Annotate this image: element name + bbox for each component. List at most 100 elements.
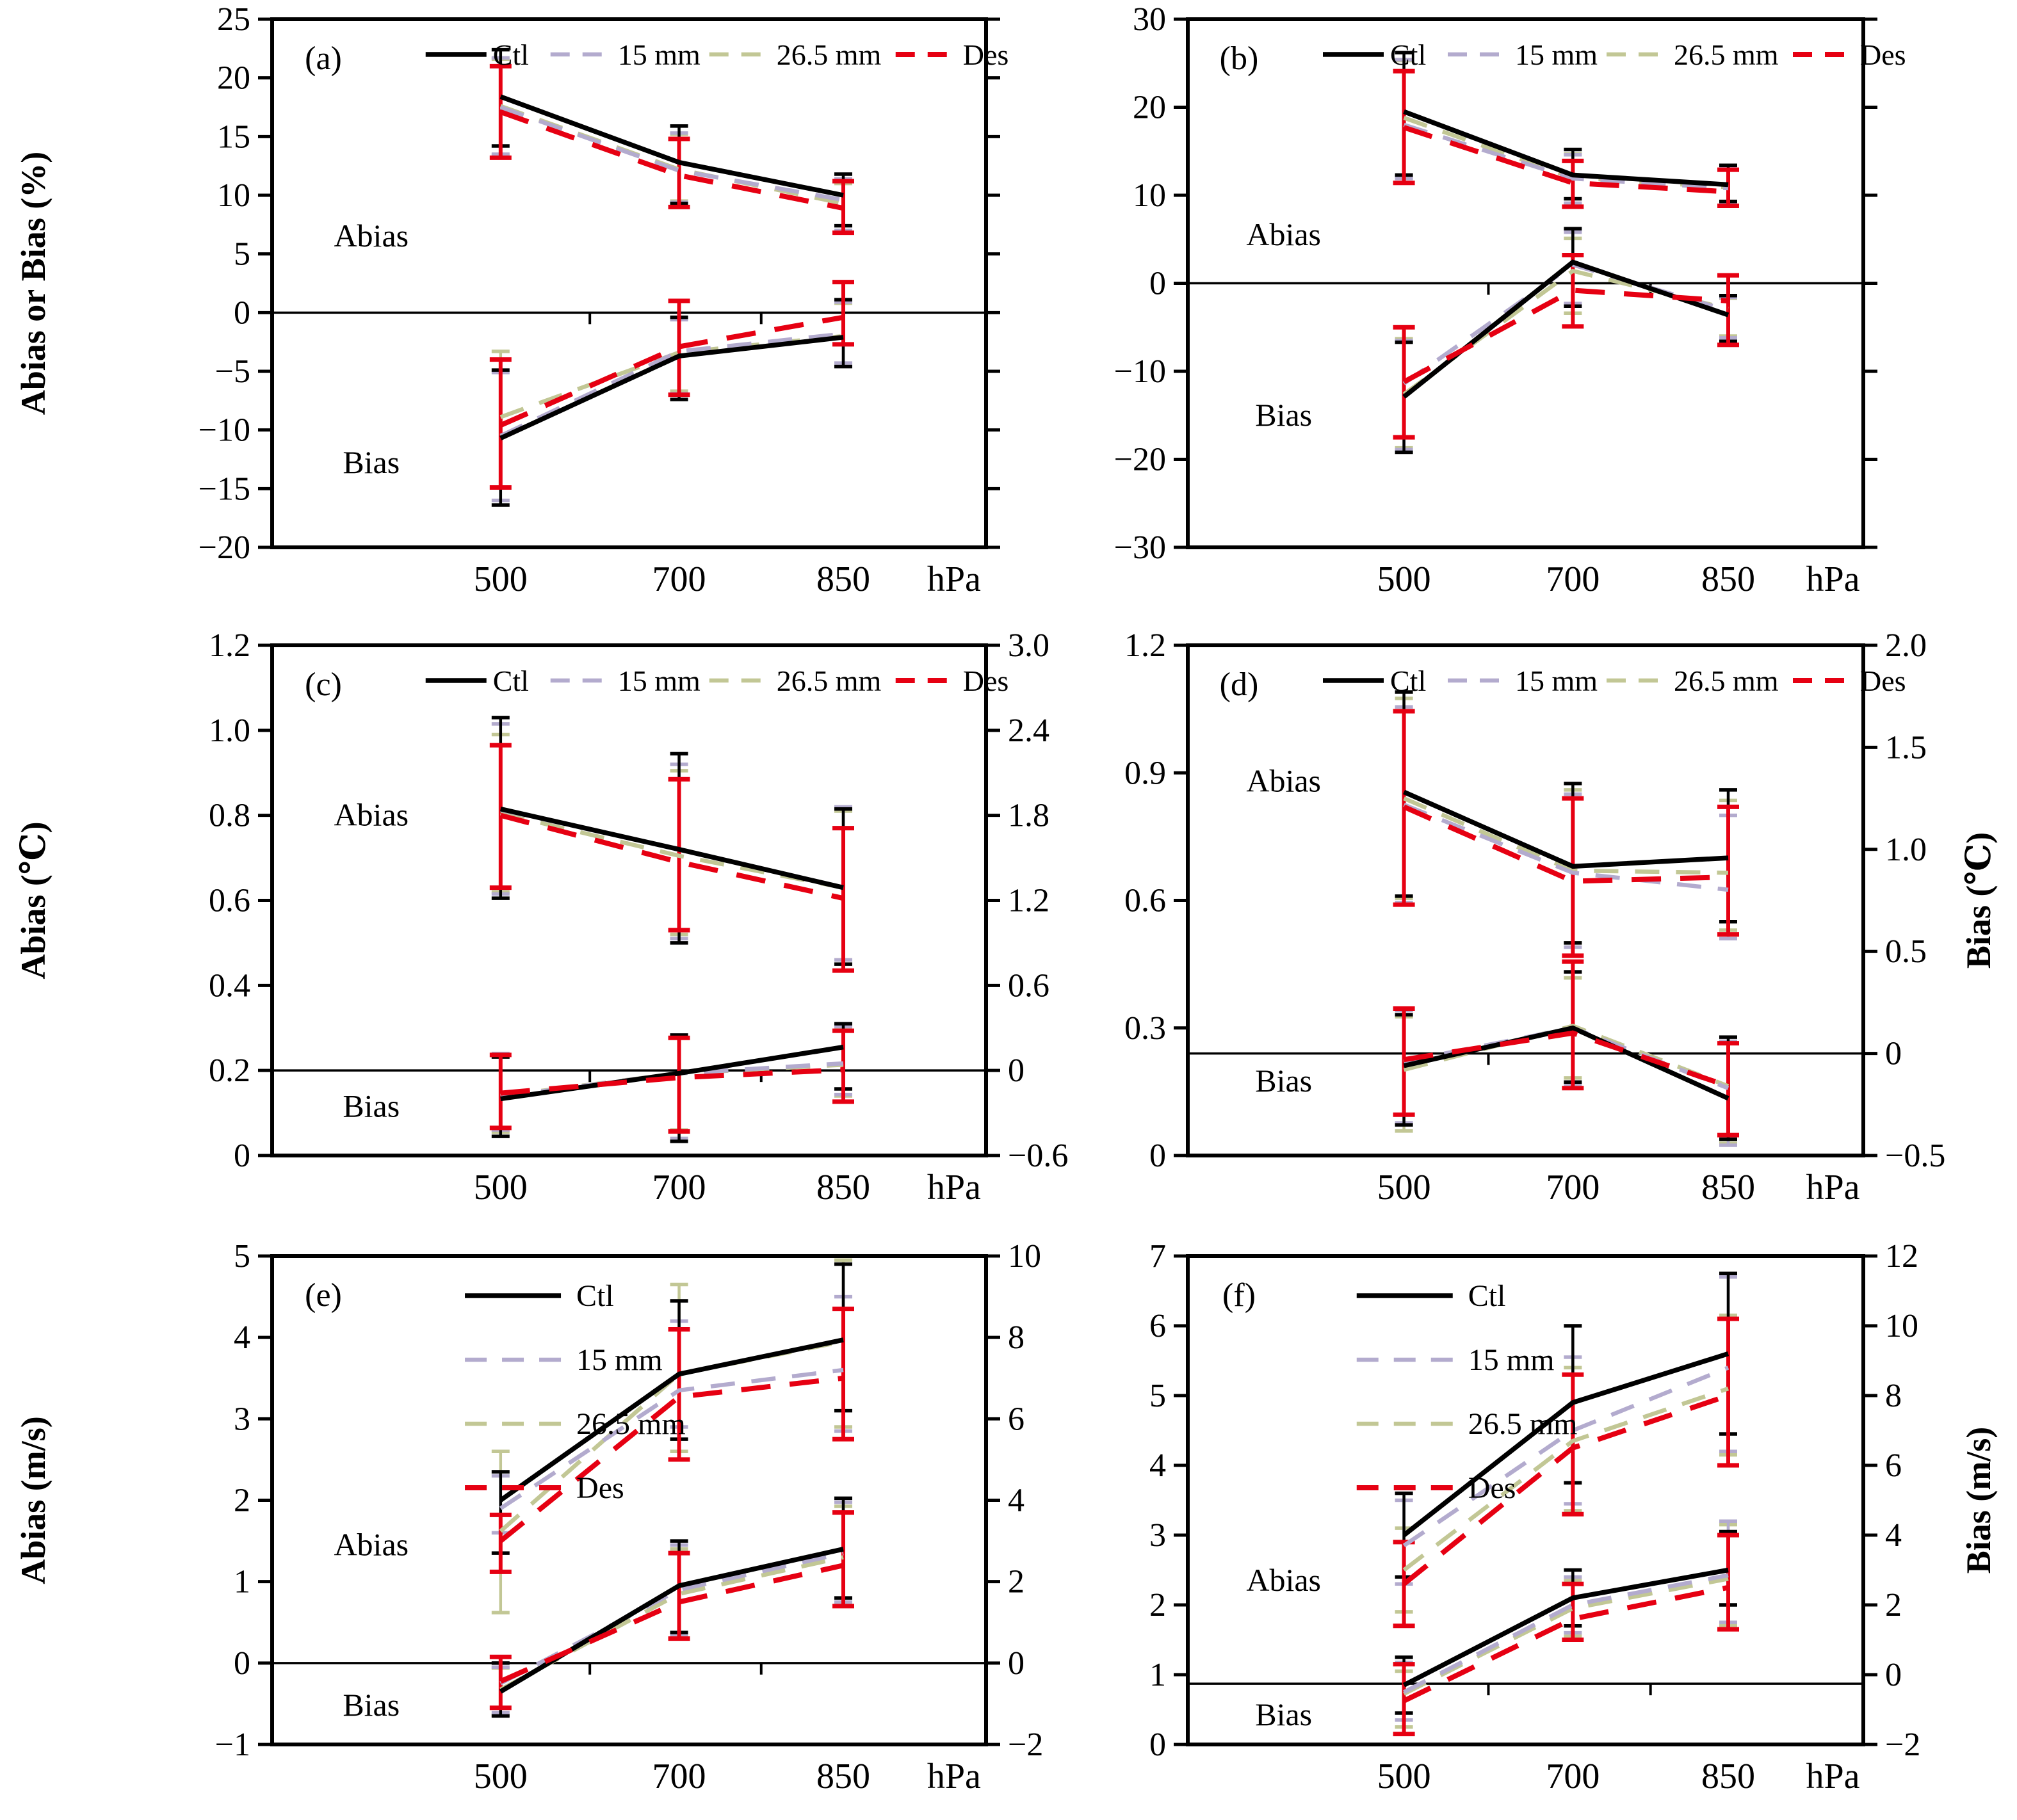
right-tick-label: 3.0 <box>1008 627 1049 664</box>
series-line-abias-des <box>1402 804 1729 884</box>
series-line-abias-ctl <box>1402 1351 1729 1537</box>
right-tick-label: 2 <box>1885 1587 1902 1623</box>
left-tick-label: 5 <box>234 236 250 273</box>
left-tick-label: 0.8 <box>209 798 250 834</box>
series-line-bias-ctl <box>499 335 844 440</box>
annotation-bias-c: Bias <box>343 1088 400 1124</box>
legend-label-mm26: 26.5 mm <box>1468 1407 1578 1441</box>
annotation-abias-e: Abias <box>334 1526 409 1562</box>
series-line-abias-ctl <box>1403 109 1729 188</box>
legend-label-mm15: 15 mm <box>1515 38 1598 71</box>
annotation-bias-f: Bias <box>1255 1696 1312 1732</box>
right-tick-label: 4 <box>1008 1483 1025 1519</box>
left-tick-label: 0.6 <box>209 883 250 919</box>
left-axis-title-a: Abias or Bias (%) <box>14 152 53 415</box>
series-line-abias-des <box>499 1375 844 1543</box>
left-tick-label: 5 <box>1149 1378 1166 1414</box>
left-tick-label: 2 <box>234 1483 250 1519</box>
left-tick-label: 20 <box>1133 90 1166 126</box>
annotation-abias-f: Abias <box>1246 1562 1321 1598</box>
series-line-bias-des <box>1403 1030 1729 1089</box>
series-line-bias-des <box>1402 287 1729 385</box>
panel-letter-c: (c) <box>305 666 342 703</box>
left-tick-label: 0 <box>234 1645 250 1682</box>
left-tick-label: 1 <box>234 1564 250 1600</box>
series-line-bias-mm15 <box>1403 1573 1729 1695</box>
series-line-abias-mm26 <box>1402 1387 1729 1572</box>
series-line-bias-mm15 <box>499 332 844 438</box>
series-line-abias-des <box>1403 125 1729 195</box>
x-tick-label: 700 <box>1546 1168 1600 1207</box>
x-tick-label: 850 <box>816 1168 870 1207</box>
plot-frame-a <box>270 17 988 549</box>
annotation-abias-d: Abias <box>1246 763 1321 799</box>
right-tick-label: −0.5 <box>1885 1138 1945 1174</box>
left-tick-label: 0.4 <box>209 967 250 1004</box>
left-tick-label: −10 <box>198 412 250 449</box>
legend-label-mm15: 15 mm <box>576 1343 663 1377</box>
left-tick-label: −30 <box>1114 529 1166 566</box>
series-line-abias-mm15 <box>1403 122 1729 191</box>
x-tick-label: 500 <box>1377 1168 1431 1207</box>
legend-label-ctl: Ctl <box>1390 664 1426 697</box>
left-tick-label: −15 <box>198 471 250 507</box>
panel-letter-a: (a) <box>305 40 342 77</box>
series-line-abias-mm15 <box>1403 803 1729 892</box>
series-line-abias-ctl <box>499 807 844 890</box>
left-tick-label: 10 <box>217 177 250 214</box>
left-tick-label: 7 <box>1149 1238 1166 1275</box>
x-unit-label: hPa <box>1806 1168 1860 1207</box>
annotation-bias-b: Bias <box>1255 397 1312 433</box>
x-tick-label: 850 <box>1701 1757 1755 1796</box>
left-tick-label: 30 <box>1133 1 1166 38</box>
x-tick-label: 850 <box>816 1757 870 1796</box>
left-tick-label: 10 <box>1133 177 1166 214</box>
legend-label-mm26: 26.5 mm <box>576 1407 686 1441</box>
left-axis-title-e: Abias (m/s) <box>14 1416 53 1584</box>
annotation-abias-a: Abias <box>334 218 409 254</box>
x-tick-label: 700 <box>1546 1757 1600 1796</box>
x-unit-label: hPa <box>927 1757 981 1796</box>
legend-label-mm26: 26.5 mm <box>1674 38 1779 71</box>
left-tick-label: 0 <box>234 294 250 331</box>
legend-label-des: Des <box>576 1471 624 1505</box>
x-unit-label: hPa <box>927 1168 981 1207</box>
series-line-abias-des <box>499 812 844 901</box>
legend-label-des: Des <box>1860 38 1906 71</box>
legend-label-ctl: Ctl <box>576 1279 614 1313</box>
series-line-bias-des <box>500 1067 844 1096</box>
right-tick-label: 2.4 <box>1008 713 1049 749</box>
left-tick-label: 5 <box>234 1238 250 1275</box>
right-tick-label: 4 <box>1885 1517 1902 1554</box>
legend-label-des: Des <box>963 664 1009 697</box>
left-tick-label: 4 <box>1149 1447 1166 1484</box>
panel-letter-e: (e) <box>305 1277 342 1314</box>
annotation-bias-a: Bias <box>343 444 400 480</box>
left-tick-label: 0 <box>1149 1727 1166 1763</box>
annotation-abias-b: Abias <box>1246 216 1321 252</box>
series-line-bias-ctl <box>1402 1567 1729 1687</box>
series-line-abias-ctl <box>499 1337 844 1502</box>
left-tick-label: 0.3 <box>1124 1010 1166 1047</box>
right-tick-label: −0.6 <box>1008 1138 1068 1174</box>
plot-frame-f <box>1186 1254 1865 1746</box>
left-tick-label: 1.2 <box>209 627 250 664</box>
right-tick-label: 6 <box>1008 1401 1025 1437</box>
left-tick-label: −20 <box>1114 442 1166 478</box>
left-tick-label: 0 <box>234 1138 250 1174</box>
series-line-abias-mm15 <box>499 1367 844 1510</box>
legend-label-ctl: Ctl <box>493 664 529 697</box>
right-tick-label: 6 <box>1885 1447 1902 1484</box>
panel-letter-f: (f) <box>1222 1277 1256 1314</box>
left-axis-title-c: Abias (℃) <box>14 821 53 979</box>
x-tick-label: 500 <box>1377 560 1431 599</box>
right-tick-label: 12 <box>1885 1238 1918 1275</box>
right-axis-title-d: Bias (℃) <box>1959 832 1998 969</box>
x-tick-label: 700 <box>652 1168 706 1207</box>
right-tick-label: −2 <box>1008 1727 1043 1763</box>
right-tick-label: 1.5 <box>1885 729 1927 766</box>
series-line-abias-des <box>499 109 844 211</box>
annotation-abias-c: Abias <box>334 797 409 833</box>
